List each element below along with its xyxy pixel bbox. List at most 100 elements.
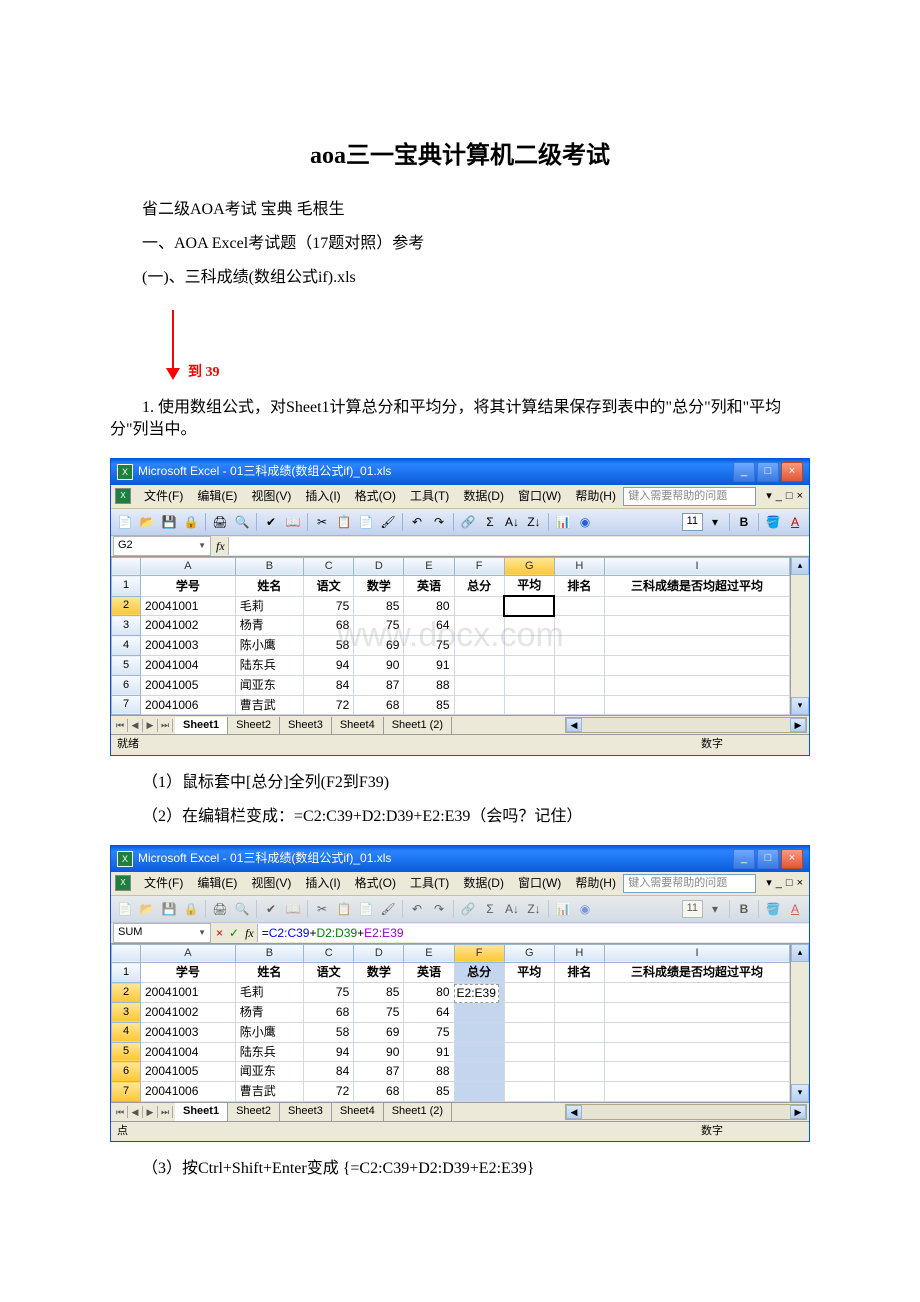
cell[interactable]: 20041004 <box>141 1042 236 1062</box>
cell[interactable] <box>605 596 790 616</box>
cell[interactable]: 87 <box>354 1062 404 1082</box>
cancel-formula-icon[interactable]: × <box>213 925 226 942</box>
format-painter-icon[interactable]: 🖌 <box>378 899 398 919</box>
close-button[interactable]: × <box>781 462 803 482</box>
sheet-tab[interactable]: Sheet2 <box>228 1103 280 1120</box>
cell[interactable]: 杨青 <box>235 616 303 636</box>
cell[interactable]: 20041005 <box>141 1062 236 1082</box>
open-icon[interactable]: 📂 <box>137 899 157 919</box>
cell[interactable] <box>554 616 604 636</box>
cell[interactable]: 80 <box>404 596 454 616</box>
col-header[interactable]: D <box>354 944 404 962</box>
scroll-up-icon[interactable]: ▴ <box>791 944 809 962</box>
menu-insert[interactable]: 插入(I) <box>298 874 347 893</box>
cell[interactable] <box>454 1062 504 1082</box>
help-search-input[interactable]: 键入需要帮助的问题 <box>623 874 756 893</box>
cell[interactable] <box>554 1022 604 1042</box>
cell[interactable] <box>554 1002 604 1022</box>
cell[interactable] <box>605 1002 790 1022</box>
cell[interactable]: 94 <box>304 1042 354 1062</box>
menu-edit[interactable]: 编辑(E) <box>190 487 244 506</box>
row-header[interactable]: 1 <box>112 576 141 596</box>
font-size-dropdown-icon[interactable]: ▾ <box>705 899 725 919</box>
col-header[interactable]: B <box>235 557 303 575</box>
cell[interactable]: 20041001 <box>141 596 236 616</box>
row-header[interactable]: 5 <box>112 656 141 676</box>
col-header[interactable]: A <box>141 944 236 962</box>
permission-icon[interactable]: 🔒 <box>181 512 201 532</box>
cell[interactable]: 68 <box>304 1002 354 1022</box>
cell[interactable]: 68 <box>354 695 404 715</box>
menu-window[interactable]: 窗口(W) <box>511 874 568 893</box>
doc-dropdown-icon[interactable]: ▾ <box>764 489 774 504</box>
scroll-right-icon[interactable]: ▶ <box>790 1105 806 1119</box>
cell[interactable]: 90 <box>354 656 404 676</box>
cell[interactable]: 68 <box>354 1082 404 1102</box>
cell[interactable] <box>554 656 604 676</box>
cell[interactable]: 曹吉武 <box>235 695 303 715</box>
preview-icon[interactable]: 🔍 <box>232 899 252 919</box>
sheet-tab[interactable]: Sheet4 <box>332 717 384 734</box>
col-header[interactable]: H <box>554 944 604 962</box>
doc-restore-button[interactable]: □ <box>784 489 795 504</box>
chart-icon[interactable]: 📊 <box>553 512 573 532</box>
col-header[interactable]: H <box>554 557 604 575</box>
sort-asc-icon[interactable]: A↓ <box>502 899 522 919</box>
cell[interactable]: 总分 <box>454 576 504 596</box>
select-all-cell[interactable] <box>112 557 141 575</box>
cell[interactable]: 90 <box>354 1042 404 1062</box>
row-header[interactable]: 5 <box>112 1042 141 1062</box>
cell[interactable] <box>454 675 504 695</box>
row-header[interactable]: 2 <box>112 983 141 1003</box>
redo-icon[interactable]: ↷ <box>429 512 449 532</box>
cell[interactable]: 64 <box>404 616 454 636</box>
col-header[interactable]: G <box>504 944 554 962</box>
cell[interactable]: 68 <box>304 616 354 636</box>
fill-color-icon[interactable]: 🪣 <box>763 512 783 532</box>
menu-file[interactable]: 文件(F) <box>137 874 190 893</box>
cell[interactable] <box>504 616 554 636</box>
tab-nav-prev-icon[interactable]: ◀ <box>128 719 143 732</box>
research-icon[interactable]: 📖 <box>283 512 303 532</box>
cell[interactable]: 闻亚东 <box>235 1062 303 1082</box>
chart-icon[interactable]: 📊 <box>553 899 573 919</box>
new-icon[interactable]: 📄 <box>115 899 135 919</box>
cut-icon[interactable]: ✂ <box>312 899 332 919</box>
cell[interactable]: 75 <box>404 636 454 656</box>
cell[interactable] <box>504 656 554 676</box>
paste-icon[interactable]: 📄 <box>356 899 376 919</box>
cell[interactable]: 语文 <box>304 963 354 983</box>
spelling-icon[interactable]: ✔ <box>261 899 281 919</box>
cell[interactable]: 英语 <box>404 963 454 983</box>
cell[interactable] <box>504 1022 554 1042</box>
cell[interactable]: 80E2:E39 <box>404 983 454 1003</box>
col-header[interactable]: D <box>354 557 404 575</box>
cell[interactable] <box>605 1062 790 1082</box>
cell[interactable]: 语文 <box>304 576 354 596</box>
menu-view[interactable]: 视图(V) <box>244 874 298 893</box>
cell[interactable]: 20041004 <box>141 656 236 676</box>
cell[interactable]: 84 <box>304 1062 354 1082</box>
cell[interactable]: 20041001 <box>141 983 236 1003</box>
menu-format[interactable]: 格式(O) <box>348 874 403 893</box>
cell[interactable]: 58 <box>304 636 354 656</box>
cell[interactable]: 平均 <box>504 576 554 596</box>
cell[interactable] <box>554 695 604 715</box>
sheet-tab[interactable]: Sheet4 <box>332 1103 384 1120</box>
cell[interactable] <box>454 616 504 636</box>
bold-button[interactable]: B <box>734 899 754 919</box>
row-header[interactable]: 7 <box>112 1082 141 1102</box>
fill-color-icon[interactable]: 🪣 <box>763 899 783 919</box>
cell[interactable] <box>554 596 604 616</box>
cell[interactable] <box>504 1042 554 1062</box>
scroll-down-icon[interactable]: ▾ <box>791 1084 809 1102</box>
vertical-scrollbar[interactable]: ▴ ▾ <box>790 944 809 1102</box>
tab-nav-first-icon[interactable]: ⏮ <box>113 719 128 732</box>
col-header[interactable]: A <box>141 557 236 575</box>
formula-input[interactable] <box>228 537 809 555</box>
sort-desc-icon[interactable]: Z↓ <box>524 899 544 919</box>
row-header[interactable]: 2 <box>112 596 141 616</box>
sort-desc-icon[interactable]: Z↓ <box>524 512 544 532</box>
cell[interactable]: 三科成绩是否均超过平均 <box>605 963 790 983</box>
cell[interactable] <box>504 1082 554 1102</box>
